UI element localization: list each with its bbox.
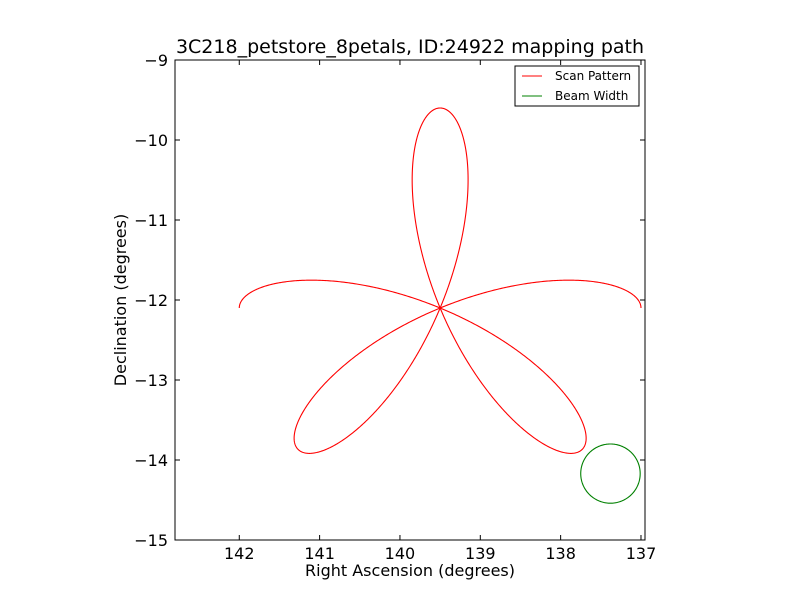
series-scan-pattern: [238, 107, 642, 454]
legend: Scan Pattern Beam Width: [514, 65, 640, 107]
x-tick-label: 142: [224, 544, 255, 563]
x-tick-label: 139: [465, 544, 496, 563]
y-axis-label: Declination (degrees): [111, 214, 130, 386]
series-beam-width: [580, 443, 641, 504]
y-tick-label: −12: [134, 291, 168, 310]
x-tick-label: 140: [385, 544, 416, 563]
x-tick-label: 137: [626, 544, 657, 563]
legend-label-scan-pattern: Scan Pattern: [555, 69, 631, 83]
legend-box: [514, 65, 640, 107]
y-tick-label: −9: [144, 51, 168, 70]
series-layer: [238, 107, 642, 504]
y-tick-label: −15: [134, 531, 168, 550]
y-tick-label: −13: [134, 371, 168, 390]
y-tick-label: −11: [134, 211, 168, 230]
chart-title: 3C218_petstore_8petals, ID:24922 mapping…: [176, 36, 644, 58]
y-tick-label: −14: [134, 451, 168, 470]
x-tick-label: 141: [304, 544, 335, 563]
y-axis: −15 −14 −13 −12 −11 −10 −9: [134, 51, 645, 550]
y-tick-label: −10: [134, 131, 168, 150]
plot-area: [175, 60, 645, 540]
x-axis-label: Right Ascension (degrees): [305, 561, 515, 580]
x-tick-label: 138: [545, 544, 576, 563]
x-axis: 142 141 140 139 138 137: [224, 60, 656, 563]
legend-label-beam-width: Beam Width: [555, 89, 628, 103]
